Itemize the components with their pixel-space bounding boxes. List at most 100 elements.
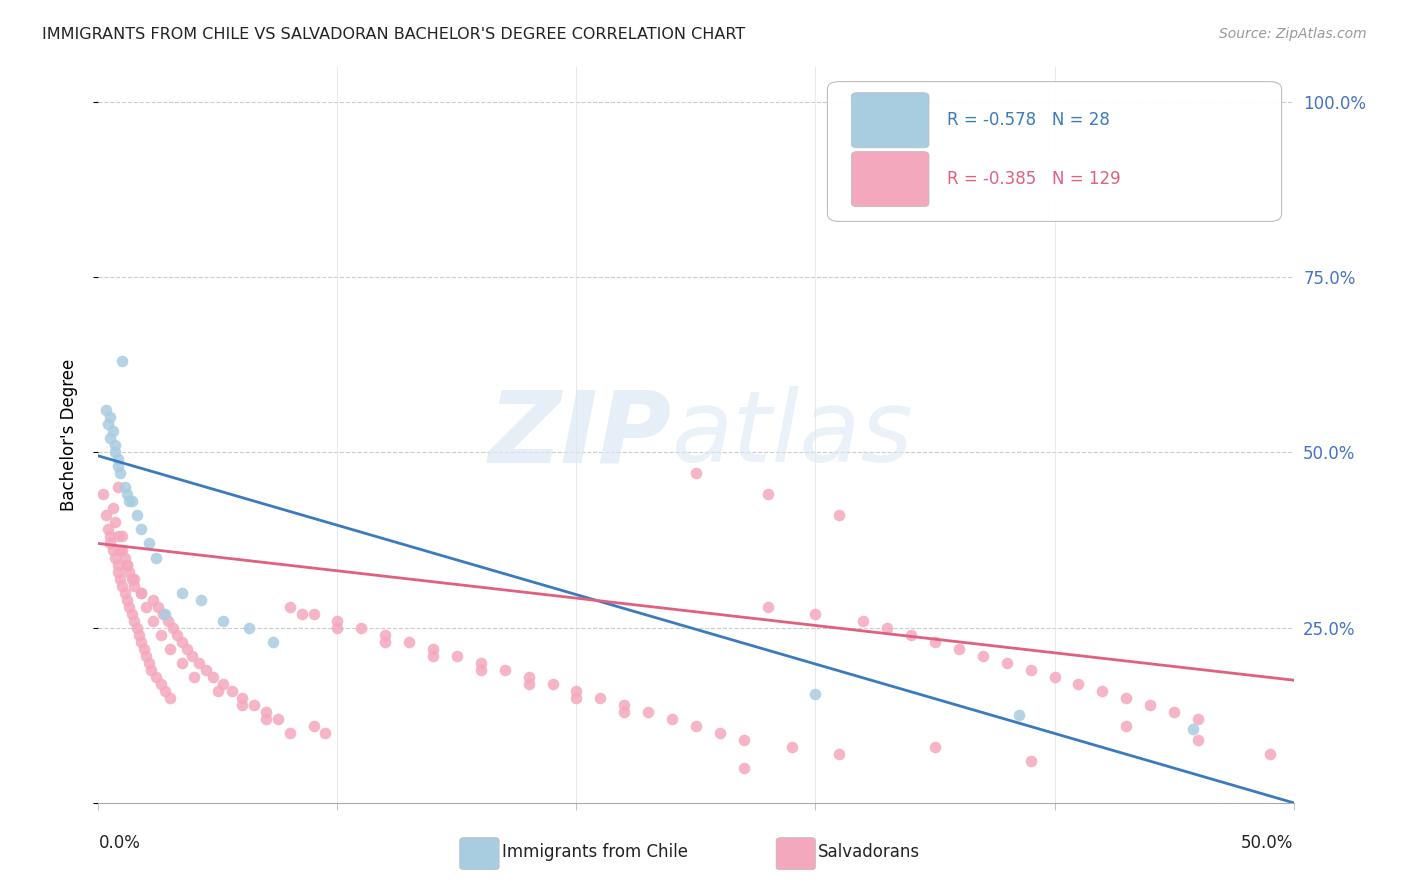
- Point: [900, 627, 922, 641]
- Point: [207, 683, 229, 698]
- Point: [114, 550, 136, 565]
- Point: [733, 761, 755, 775]
- Point: [101, 425, 124, 439]
- Point: [135, 648, 157, 663]
- Point: [101, 543, 124, 558]
- Point: [145, 670, 167, 684]
- Point: [115, 558, 138, 572]
- Point: [637, 705, 659, 719]
- Point: [685, 719, 707, 733]
- Point: [1019, 663, 1042, 677]
- Point: [101, 501, 124, 516]
- Point: [565, 683, 588, 698]
- Point: [422, 648, 444, 663]
- FancyBboxPatch shape: [827, 81, 1282, 221]
- Point: [613, 705, 636, 719]
- Point: [107, 459, 129, 474]
- Point: [142, 592, 165, 607]
- Point: [231, 698, 253, 712]
- Point: [94, 508, 117, 523]
- Point: [254, 705, 277, 719]
- Point: [231, 690, 253, 705]
- FancyBboxPatch shape: [852, 152, 929, 207]
- Point: [852, 614, 875, 628]
- Point: [156, 614, 179, 628]
- Point: [326, 621, 349, 635]
- Point: [517, 670, 540, 684]
- Point: [176, 641, 198, 656]
- Point: [924, 634, 946, 648]
- Point: [1258, 747, 1281, 761]
- Point: [107, 529, 129, 543]
- Point: [111, 578, 134, 592]
- Text: Immigrants from Chile: Immigrants from Chile: [502, 843, 688, 861]
- Point: [128, 627, 150, 641]
- Text: 50.0%: 50.0%: [1241, 834, 1294, 852]
- Point: [262, 634, 284, 648]
- Point: [446, 648, 468, 663]
- Point: [195, 663, 218, 677]
- Point: [111, 529, 134, 543]
- Text: atlas: atlas: [672, 386, 914, 483]
- Point: [685, 467, 707, 481]
- Point: [828, 508, 851, 523]
- Point: [221, 683, 243, 698]
- Point: [180, 648, 202, 663]
- Point: [94, 403, 117, 417]
- Point: [374, 627, 396, 641]
- Text: Source: ZipAtlas.com: Source: ZipAtlas.com: [1219, 27, 1367, 41]
- Text: R = -0.578   N = 28: R = -0.578 N = 28: [948, 112, 1109, 129]
- Point: [267, 712, 290, 726]
- Point: [1187, 712, 1209, 726]
- Point: [124, 572, 146, 586]
- Point: [115, 487, 138, 501]
- Point: [159, 690, 181, 705]
- Point: [98, 536, 122, 550]
- Point: [278, 725, 301, 739]
- Point: [1043, 670, 1066, 684]
- Point: [114, 585, 136, 599]
- Point: [972, 648, 994, 663]
- Point: [1182, 723, 1205, 737]
- Point: [172, 656, 194, 670]
- Point: [98, 529, 122, 543]
- Point: [138, 656, 160, 670]
- Text: IMMIGRANTS FROM CHILE VS SALVADORAN BACHELOR'S DEGREE CORRELATION CHART: IMMIGRANTS FROM CHILE VS SALVADORAN BACH…: [42, 27, 745, 42]
- Point: [613, 698, 636, 712]
- Text: R = -0.385   N = 129: R = -0.385 N = 129: [948, 170, 1121, 188]
- Point: [661, 712, 683, 726]
- Point: [995, 656, 1018, 670]
- Point: [142, 614, 165, 628]
- Point: [131, 585, 153, 599]
- Point: [302, 607, 325, 621]
- Point: [131, 585, 153, 599]
- Point: [374, 634, 396, 648]
- Point: [326, 614, 349, 628]
- Point: [254, 712, 277, 726]
- Point: [145, 550, 167, 565]
- Text: ZIP: ZIP: [489, 386, 672, 483]
- Point: [104, 438, 127, 452]
- Point: [183, 670, 205, 684]
- Point: [172, 634, 194, 648]
- Point: [118, 494, 141, 508]
- Point: [166, 627, 188, 641]
- Point: [98, 410, 122, 425]
- Point: [238, 621, 260, 635]
- Point: [155, 607, 177, 621]
- Point: [828, 747, 851, 761]
- Point: [804, 687, 827, 701]
- Point: [302, 719, 325, 733]
- Point: [91, 487, 114, 501]
- Point: [104, 550, 127, 565]
- Point: [107, 565, 129, 579]
- Text: Salvadorans: Salvadorans: [818, 843, 921, 861]
- Point: [118, 565, 141, 579]
- Point: [149, 676, 172, 690]
- Point: [1139, 698, 1161, 712]
- Point: [108, 543, 131, 558]
- Point: [243, 698, 266, 712]
- Point: [111, 543, 134, 558]
- Point: [398, 634, 420, 648]
- Point: [291, 607, 314, 621]
